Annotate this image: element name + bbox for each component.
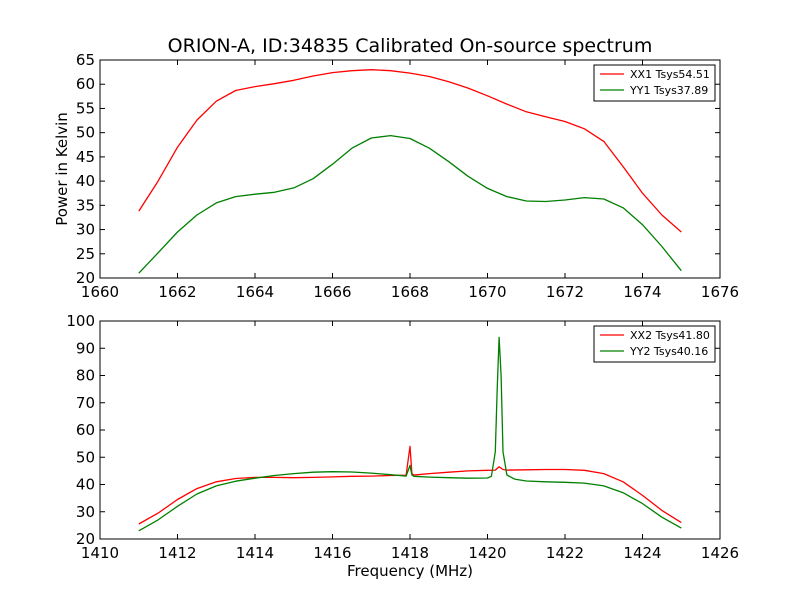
bottom-y-tick-label: 30: [76, 503, 95, 521]
top-y-tick-label: 40: [76, 172, 95, 190]
bottom-series-line-xx: [138, 445, 682, 525]
top-x-tick-label: 1668: [391, 283, 429, 301]
top-x-tick-label: 1670: [468, 283, 506, 301]
top-y-tick-label: 20: [76, 269, 95, 287]
bottom-legend: XX2 Tsys41.80 YY2 Tsys40.16: [593, 325, 716, 363]
bottom-x-tick-label: 1414: [236, 544, 274, 562]
bottom-x-tick-label: 1410: [81, 544, 119, 562]
top-x-tick-label: 1674: [623, 283, 661, 301]
top-y-tick-label: 50: [76, 124, 95, 142]
bottom-x-tick-label: 1426: [701, 544, 739, 562]
top-series-line-xx: [138, 69, 682, 233]
top-plot-ticks: 1660 1662 1664 1666 1668 1670 1672 1674 1676 20 25…: [76, 51, 739, 301]
top-x-tick-label: 1660: [81, 283, 119, 301]
bottom-series-line-yy: [138, 336, 682, 532]
bottom-y-tick-label: 90: [76, 339, 95, 357]
top-x-tick-label: 1664: [236, 283, 274, 301]
top-y-tick-label: 35: [76, 196, 95, 214]
bottom-y-tick-label: 40: [76, 476, 95, 494]
bottom-legend-label-yy2: YY2 Tsys40.16: [629, 345, 708, 358]
bottom-legend-box: [593, 325, 716, 363]
top-y-tick-label: 55: [76, 99, 95, 117]
bottom-x-tick-label: 1420: [468, 544, 506, 562]
chart-title: ORION-A, ID:34835 Calibrated On-source s…: [168, 35, 653, 57]
top-legend-box: [593, 64, 716, 102]
bottom-plot-ticks: 1410 1412 1414 1416 1418 1420 1422 1424 1426 20 30…: [66, 312, 739, 562]
bottom-y-tick-label: 80: [76, 367, 95, 385]
top-x-tick-label: 1662: [158, 283, 196, 301]
bottom-x-tick-label: 1412: [158, 544, 196, 562]
bottom-x-tick-label: 1424: [623, 544, 661, 562]
top-x-tick-label: 1676: [701, 283, 739, 301]
bottom-y-tick-label: 100: [66, 312, 95, 330]
bottom-legend-label-xx2: XX2 Tsys41.80: [630, 329, 710, 342]
top-x-tick-label: 1672: [546, 283, 584, 301]
bottom-plot-series: [138, 336, 682, 532]
top-legend-label-yy1: YY1 Tsys37.89: [629, 84, 708, 97]
top-series-line-yy: [138, 134, 682, 274]
top-legend: XX1 Tsys54.51 YY1 Tsys37.89: [593, 64, 716, 102]
bottom-y-tick-label: 20: [76, 530, 95, 548]
top-y-tick-label: 45: [76, 148, 95, 166]
top-y-axis-label: Power in Kelvin: [53, 112, 71, 226]
bottom-x-tick-label: 1416: [313, 544, 351, 562]
top-plot-series: [138, 69, 682, 274]
top-y-tick-label: 25: [76, 245, 95, 263]
top-y-tick-label: 30: [76, 221, 95, 239]
top-y-tick-label: 60: [76, 75, 95, 93]
top-x-tick-label: 1666: [313, 283, 351, 301]
bottom-x-tick-label: 1422: [546, 544, 584, 562]
bottom-y-tick-label: 50: [76, 448, 95, 466]
bottom-y-tick-label: 60: [76, 421, 95, 439]
bottom-x-axis-label: Frequency (MHz): [347, 562, 473, 580]
top-y-tick-label: 65: [76, 51, 95, 69]
bottom-x-tick-label: 1418: [391, 544, 429, 562]
top-legend-label-xx1: XX1 Tsys54.51: [630, 68, 710, 81]
bottom-y-tick-label: 70: [76, 394, 95, 412]
